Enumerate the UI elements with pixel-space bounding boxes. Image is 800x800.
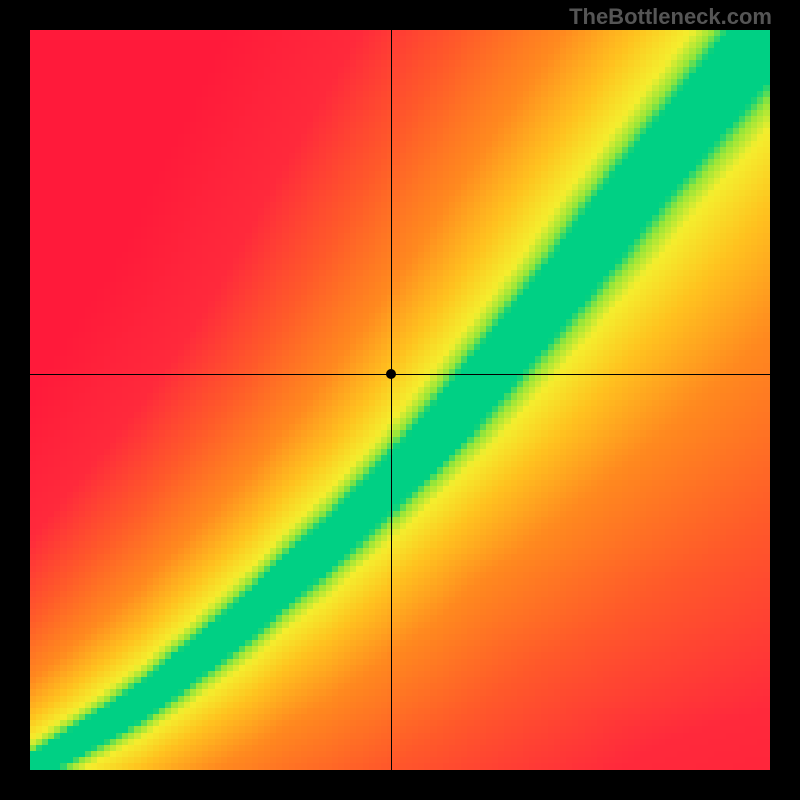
watermark-text: TheBottleneck.com: [569, 4, 772, 30]
crosshair-vertical: [391, 30, 392, 770]
heatmap-canvas: [30, 30, 770, 770]
plot-frame: [30, 30, 770, 770]
crosshair-horizontal: [30, 374, 770, 375]
crosshair-marker: [386, 369, 396, 379]
